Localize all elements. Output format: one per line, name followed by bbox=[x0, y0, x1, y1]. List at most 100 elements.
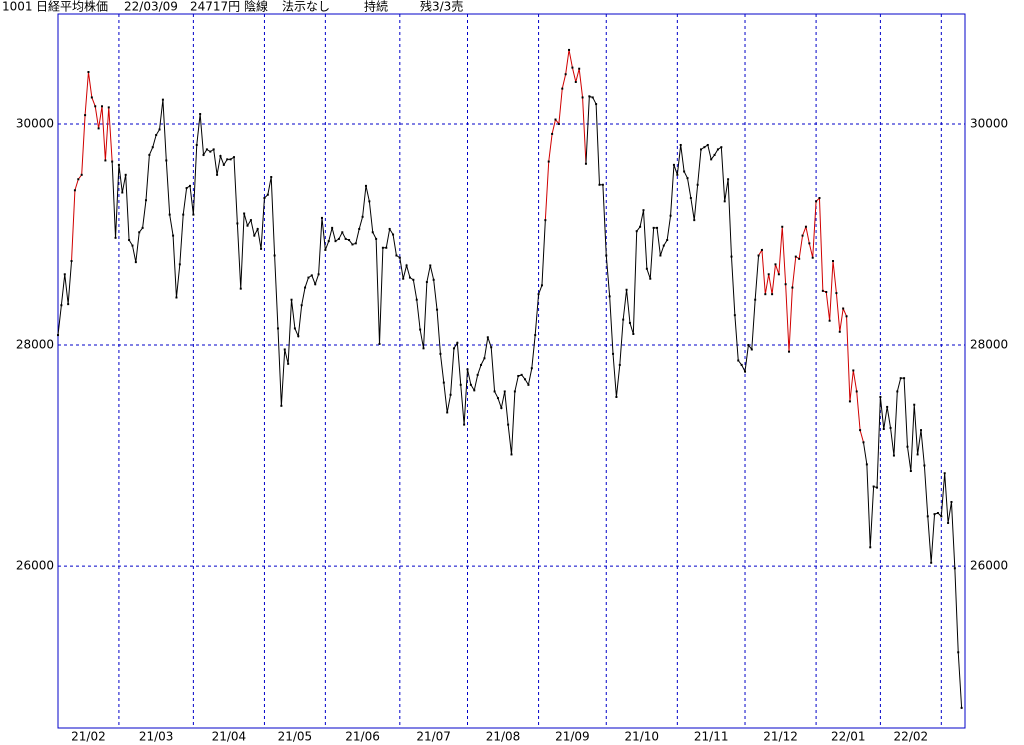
price-point bbox=[412, 278, 415, 281]
header: 1001 日経平均株価 22/03/09 24717円 陰線 法示なし 持続 残… bbox=[2, 0, 463, 14]
price-point bbox=[327, 240, 330, 243]
price-point bbox=[957, 651, 960, 654]
price-point bbox=[642, 209, 645, 212]
price-point bbox=[683, 170, 686, 173]
price-point bbox=[581, 96, 584, 99]
price-point bbox=[500, 407, 503, 410]
price-point bbox=[930, 561, 933, 564]
price-point bbox=[777, 273, 780, 276]
price-point bbox=[886, 405, 889, 408]
price-point bbox=[632, 332, 635, 335]
price-point bbox=[361, 215, 364, 218]
x-tick-label: 21/05 bbox=[278, 730, 313, 744]
price-point bbox=[903, 377, 906, 380]
price-point bbox=[314, 283, 317, 286]
price-point bbox=[151, 146, 154, 149]
x-tick-label: 21/03 bbox=[139, 730, 174, 744]
price-point bbox=[188, 184, 191, 187]
price-point bbox=[953, 567, 956, 570]
price-point bbox=[510, 453, 513, 456]
price-point bbox=[612, 352, 615, 355]
price-point bbox=[73, 189, 76, 192]
price-point bbox=[117, 163, 120, 166]
price-point bbox=[209, 150, 212, 153]
price-point bbox=[348, 239, 351, 242]
x-tick-label: 21/12 bbox=[763, 730, 798, 744]
price-point bbox=[293, 327, 296, 330]
price-point bbox=[144, 199, 147, 202]
price-point bbox=[392, 233, 395, 236]
price-point bbox=[916, 453, 919, 456]
price-point bbox=[686, 177, 689, 180]
price-point bbox=[182, 213, 185, 216]
price-point bbox=[280, 404, 283, 407]
price-point bbox=[195, 143, 198, 146]
price-point bbox=[395, 254, 398, 257]
price-point bbox=[432, 278, 435, 281]
price-point bbox=[310, 274, 313, 277]
price-point bbox=[87, 71, 90, 74]
price-point bbox=[405, 264, 408, 267]
price-point bbox=[422, 347, 425, 350]
y-tick-label: 30000 bbox=[16, 116, 54, 130]
price-point bbox=[835, 292, 838, 295]
price-point bbox=[172, 234, 175, 237]
price-point bbox=[398, 256, 401, 259]
price-point bbox=[80, 173, 83, 176]
price-point bbox=[459, 383, 462, 386]
price-point bbox=[425, 281, 428, 284]
price-point bbox=[226, 158, 229, 161]
price-point bbox=[97, 127, 100, 130]
price-point bbox=[828, 319, 831, 322]
price-line bbox=[862, 377, 963, 708]
price-point bbox=[920, 429, 923, 432]
price-point bbox=[100, 105, 103, 108]
price-point bbox=[476, 373, 479, 376]
plot-border bbox=[57, 13, 966, 729]
price-point bbox=[358, 227, 361, 230]
price-point bbox=[534, 334, 537, 337]
price-point bbox=[940, 515, 943, 518]
price-point bbox=[554, 118, 557, 121]
method: 法示なし bbox=[282, 0, 330, 14]
price-point bbox=[520, 373, 523, 376]
price-point bbox=[696, 183, 699, 186]
price-point bbox=[436, 308, 439, 311]
price-point bbox=[947, 521, 950, 524]
price-point bbox=[859, 429, 862, 432]
price-point bbox=[134, 261, 137, 264]
price-point bbox=[622, 318, 625, 321]
price-point bbox=[307, 276, 310, 279]
price-point bbox=[57, 334, 59, 337]
price-point bbox=[148, 153, 151, 156]
price-point bbox=[341, 231, 344, 234]
price-point bbox=[446, 411, 449, 414]
price-point bbox=[879, 395, 882, 398]
price-point bbox=[276, 327, 279, 330]
price-point bbox=[615, 395, 618, 398]
price-point bbox=[408, 276, 411, 279]
price-point bbox=[568, 48, 571, 51]
price-point bbox=[757, 254, 760, 257]
price-point bbox=[158, 128, 161, 131]
price-point bbox=[605, 254, 608, 257]
price-point bbox=[703, 146, 706, 149]
price-point bbox=[838, 330, 841, 333]
price-point bbox=[232, 156, 235, 159]
price-point bbox=[175, 296, 178, 299]
price-point bbox=[818, 197, 821, 200]
price-point bbox=[354, 242, 357, 245]
x-tick-label: 21/07 bbox=[416, 730, 451, 744]
price-point bbox=[270, 176, 273, 179]
price-point bbox=[199, 113, 202, 116]
price-point bbox=[493, 390, 496, 393]
price-point bbox=[111, 160, 114, 163]
price-point bbox=[513, 390, 516, 393]
price-point bbox=[547, 160, 550, 163]
price-point bbox=[527, 383, 530, 386]
price-point bbox=[287, 362, 290, 365]
price-point bbox=[266, 193, 269, 196]
x-tick-label: 21/11 bbox=[694, 730, 729, 744]
